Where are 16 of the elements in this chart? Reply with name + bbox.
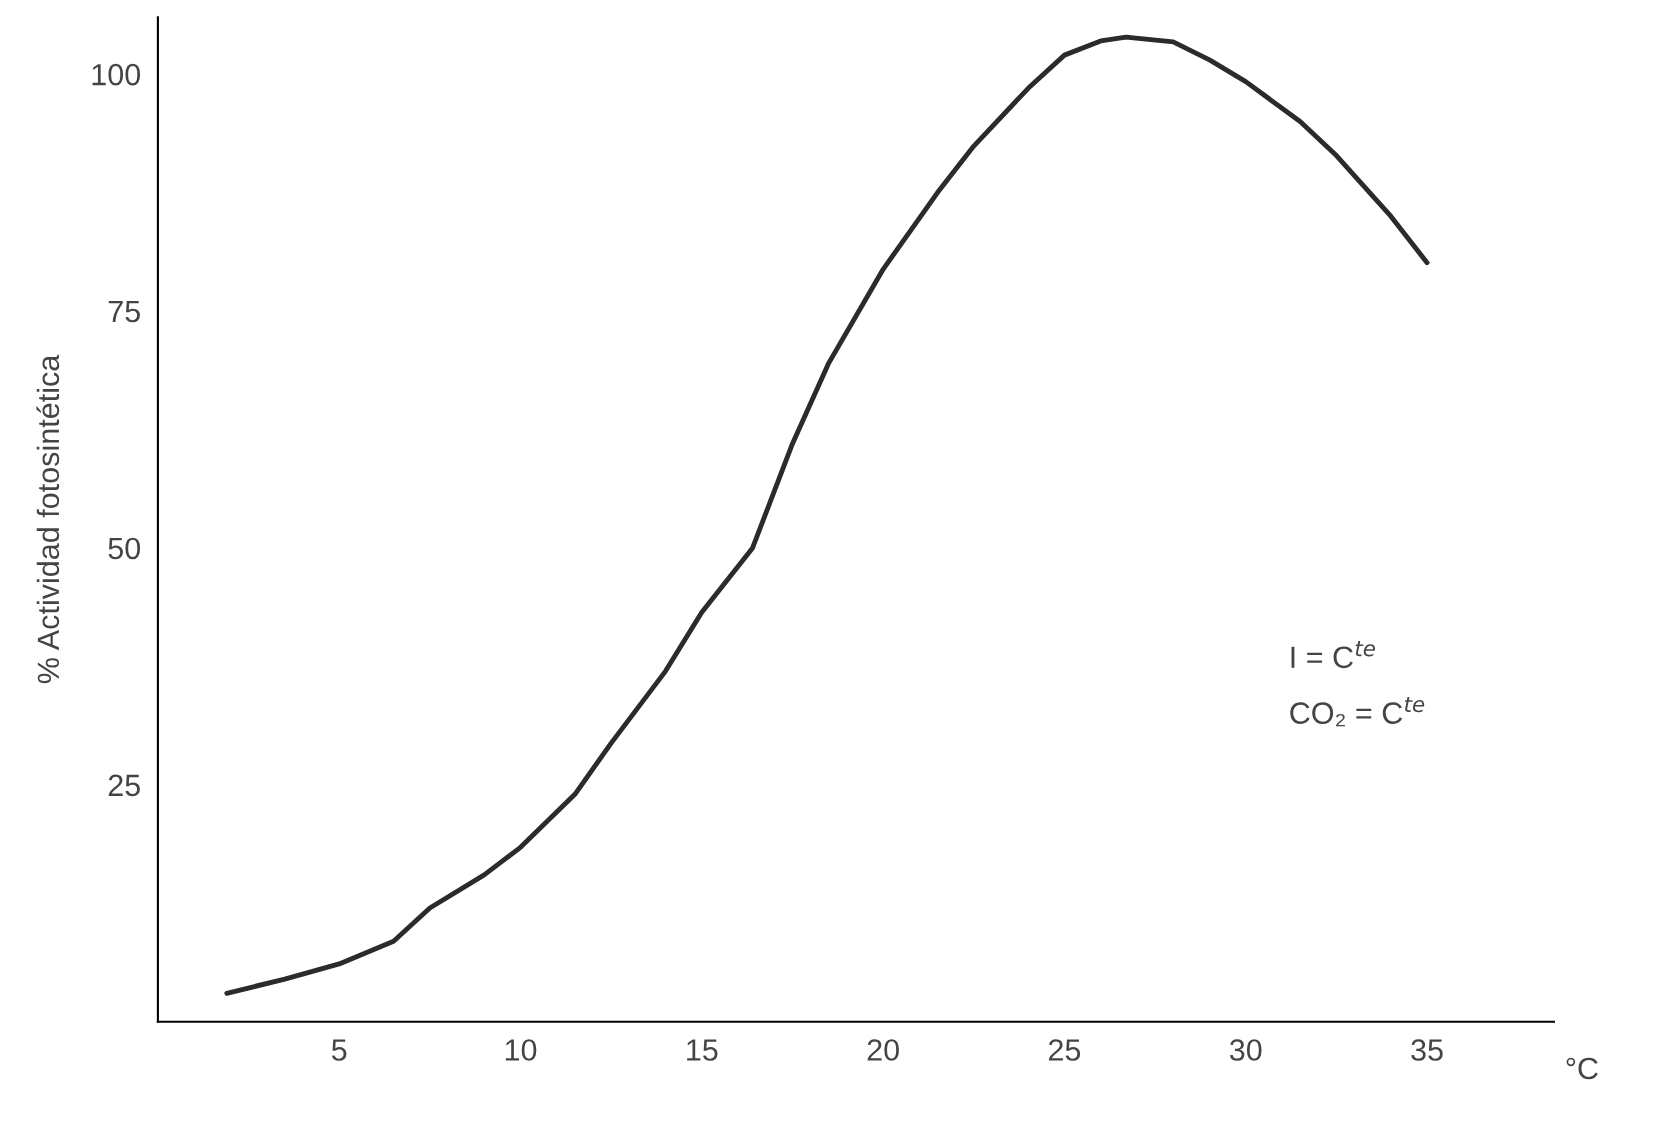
y-tick-label: 75 — [108, 301, 140, 323]
y-tick-label: 100 — [92, 63, 141, 86]
x-axis-title: °C — [1566, 1057, 1598, 1080]
annotation: I = C$^{te}$ — [1291, 641, 1375, 669]
x-tick-label: 20 — [867, 1039, 899, 1061]
y-tick-label: 50 — [108, 537, 141, 560]
x-tick-label: 25 — [1048, 1039, 1081, 1061]
x-tick-label: 30 — [1229, 1039, 1262, 1061]
x-tick-label: 10 — [505, 1039, 537, 1061]
line-series — [224, 34, 1430, 996]
x-tick-label: 15 — [687, 1039, 718, 1061]
x-tick-label: 5 — [331, 1039, 347, 1061]
annotation: CO₂ = C$^{te}$ — [1290, 696, 1425, 727]
x-tick-label: 35 — [1411, 1039, 1443, 1061]
y-tick-label: 25 — [108, 774, 140, 797]
y-axis-title: % Actividad fotosintética — [36, 354, 60, 684]
